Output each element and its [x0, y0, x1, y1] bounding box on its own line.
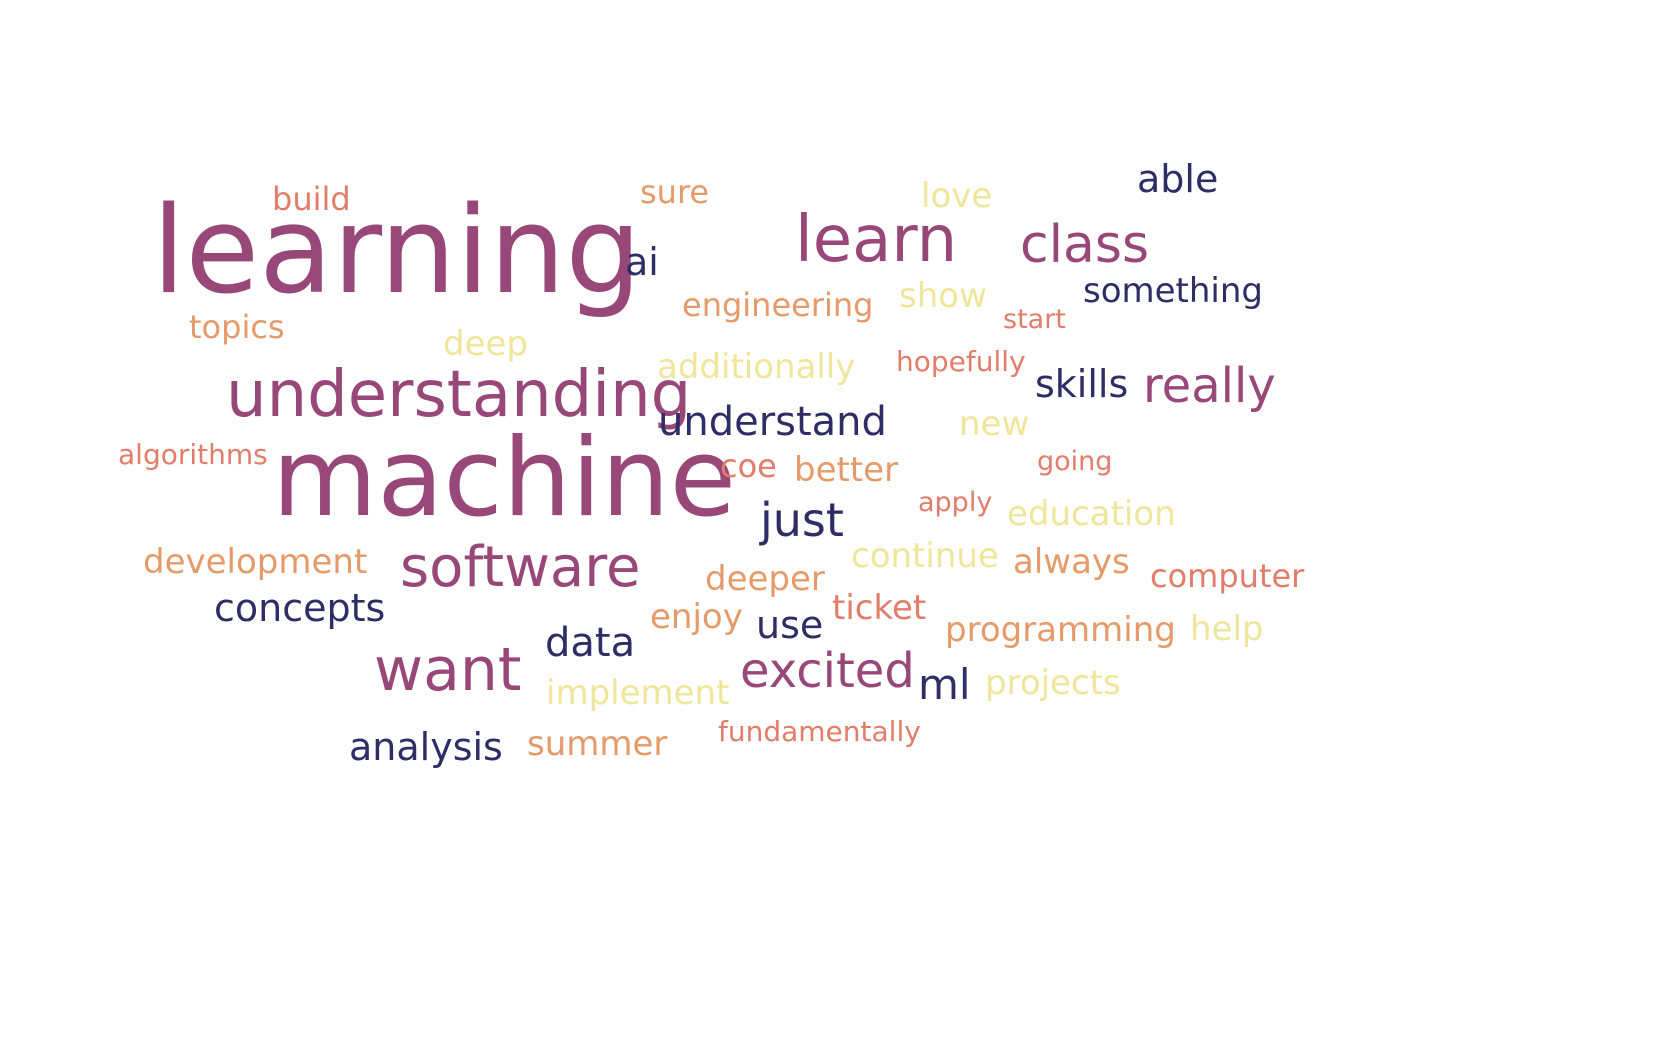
word-start: start: [1003, 304, 1066, 335]
word-deep: deep: [443, 324, 528, 364]
word-engineering: engineering: [682, 286, 874, 324]
word-want: want: [374, 635, 522, 705]
word-implement: implement: [546, 673, 730, 713]
word-additionally: additionally: [657, 347, 856, 387]
word-going: going: [1037, 446, 1113, 477]
word-understand: understand: [658, 399, 887, 445]
word-algorithms: algorithms: [118, 438, 268, 471]
word-analysis: analysis: [349, 725, 503, 769]
word-really: really: [1143, 358, 1276, 414]
word-concepts: concepts: [214, 586, 386, 630]
word-ml: ml: [918, 660, 971, 709]
word-build: build: [272, 180, 351, 218]
word-enjoy: enjoy: [650, 597, 743, 637]
word-topics: topics: [189, 308, 285, 346]
word-better: better: [794, 450, 899, 490]
word-show: show: [899, 276, 987, 316]
word-hopefully: hopefully: [896, 345, 1026, 378]
word-understanding: understanding: [226, 358, 692, 432]
word-just: just: [760, 493, 844, 547]
word-deeper: deeper: [705, 559, 825, 599]
word-data: data: [545, 620, 636, 666]
word-something: something: [1083, 271, 1264, 311]
word-programming: programming: [945, 610, 1176, 650]
word-ai: ai: [625, 240, 659, 284]
word-coe: coe: [720, 447, 777, 485]
word-learning: learning: [152, 182, 642, 321]
word-development: development: [143, 542, 368, 582]
word-computer: computer: [1150, 557, 1305, 595]
word-class: class: [1020, 215, 1150, 275]
word-projects: projects: [985, 663, 1121, 703]
word-machine: machine: [272, 416, 737, 541]
word-sure: sure: [640, 173, 710, 211]
word-help: help: [1190, 609, 1264, 649]
word-new: new: [959, 404, 1030, 444]
word-summer: summer: [527, 724, 668, 764]
word-software: software: [400, 535, 641, 600]
word-ticket: ticket: [832, 588, 927, 628]
word-able: able: [1137, 157, 1219, 201]
word-always: always: [1013, 542, 1130, 582]
word-learn: learn: [795, 203, 958, 277]
word-skills: skills: [1035, 362, 1129, 406]
word-fundamentally: fundamentally: [718, 715, 921, 748]
word-education: education: [1007, 494, 1176, 534]
word-apply: apply: [918, 487, 993, 518]
word-love: love: [921, 176, 993, 216]
word-continue: continue: [851, 536, 999, 576]
word-use: use: [756, 603, 824, 647]
word-excited: excited: [740, 643, 915, 699]
